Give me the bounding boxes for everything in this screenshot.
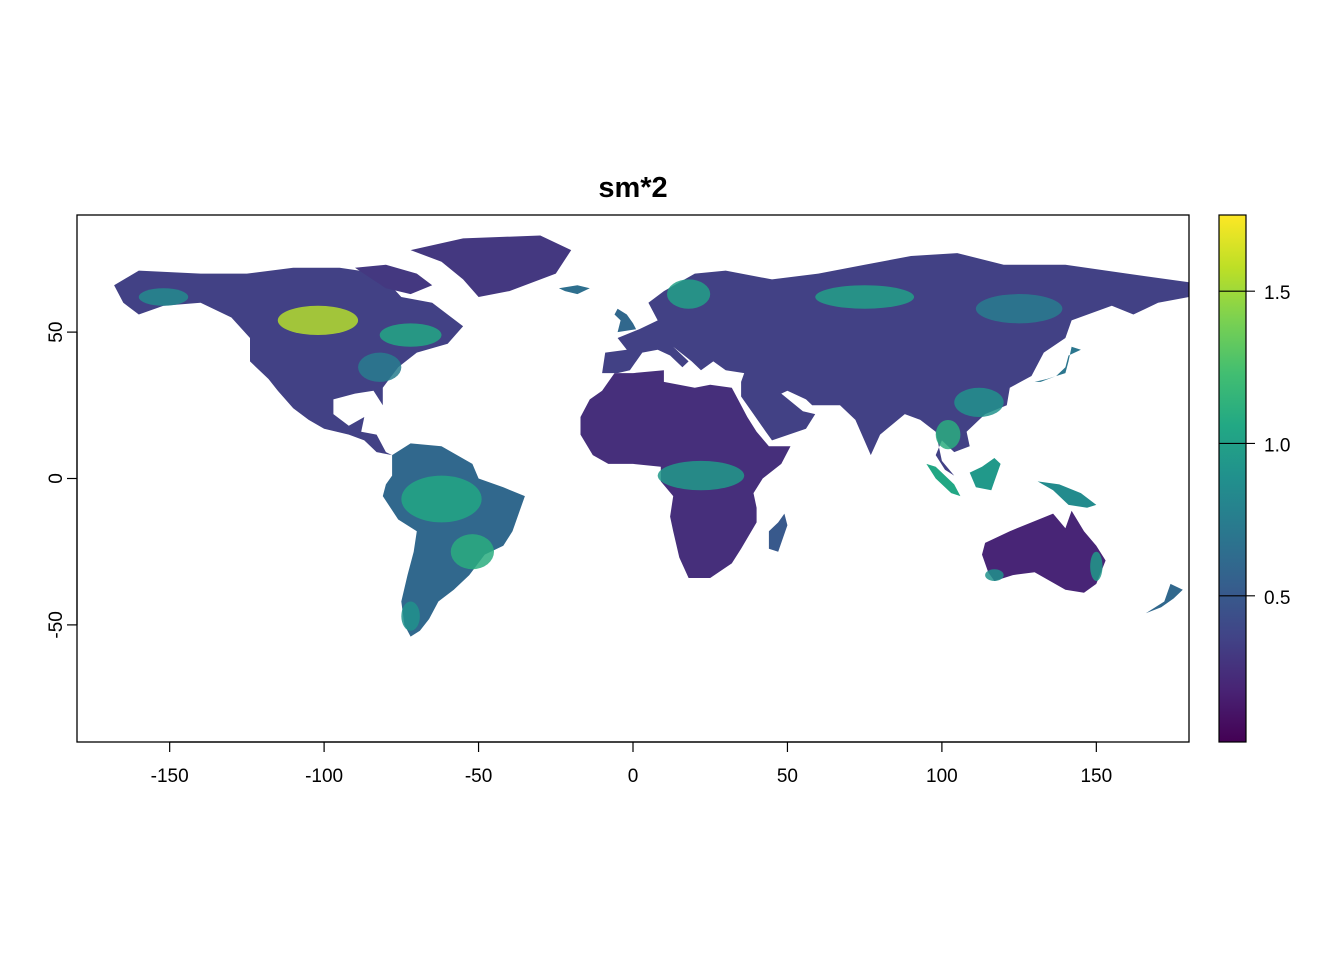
hotspot-scandinavia — [666, 279, 711, 309]
region-sumatra — [926, 463, 961, 497]
x-tick-label: -100 — [305, 766, 343, 787]
y-tick-label: 50 — [46, 322, 67, 343]
x-axis: -150 -100 -50 0 50 100 150 — [151, 741, 1112, 787]
x-tick-label: 100 — [926, 766, 958, 787]
colorbar-tick-label: 1.5 — [1264, 283, 1290, 304]
colorbar-axis: 0.5 1.0 1.5 — [1219, 283, 1290, 609]
y-tick-label: 0 — [46, 473, 67, 484]
region-north-america — [114, 267, 464, 456]
region-australia — [982, 510, 1106, 593]
region-great-britain — [614, 308, 637, 333]
region-iceland — [558, 285, 590, 295]
region-madagascar — [768, 513, 788, 552]
x-tick-label: -50 — [465, 766, 492, 787]
region-new-zealand — [1145, 583, 1183, 614]
colorbar — [1218, 214, 1247, 743]
x-tick-label: 50 — [777, 766, 798, 787]
hotspot-eastern-canada — [379, 323, 442, 347]
y-tick-label: -50 — [46, 611, 67, 638]
colorbar-tick-label: 0.5 — [1264, 588, 1290, 609]
region-greenland — [410, 235, 572, 297]
colorbar-tick-label: 1.0 — [1264, 435, 1290, 456]
hotspot-south-china — [954, 387, 1004, 418]
hotspot-central-africa — [657, 460, 745, 491]
hotspot-layer — [138, 279, 1103, 631]
region-new-guinea — [1037, 481, 1097, 508]
x-tick-label: 0 — [628, 766, 639, 787]
hotspot-northeast-asia — [975, 294, 1063, 324]
hotspot-canadian-prairies — [277, 305, 359, 336]
region-borneo — [969, 458, 1001, 491]
x-tick-label: -150 — [151, 766, 189, 787]
hotspot-western-siberia — [815, 285, 915, 309]
hotspot-southeast-asia — [935, 419, 961, 450]
region-baffin-island — [355, 264, 433, 295]
x-tick-label: 150 — [1080, 766, 1112, 787]
hotspot-alaska — [138, 288, 189, 306]
hotspot-southern-brazil — [450, 534, 494, 570]
hotspot-amazon — [401, 475, 482, 523]
chart-title: sm*2 — [598, 172, 667, 204]
y-axis: -50 0 50 — [46, 322, 78, 639]
hotspot-eastern-united-states — [358, 352, 402, 382]
region-japan — [1034, 346, 1081, 382]
hotspot-southwest-australia — [985, 569, 1004, 581]
hotspot-patagonia — [401, 601, 420, 631]
hotspot-eastern-australia — [1090, 551, 1103, 581]
